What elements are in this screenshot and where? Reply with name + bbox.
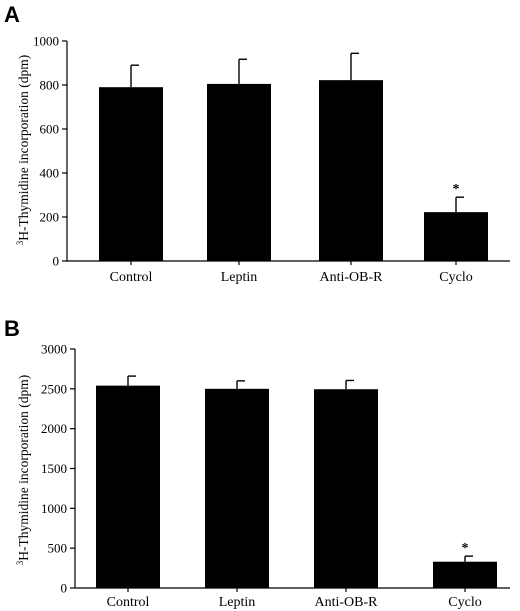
panel-a: A 3H-Thymidine incorporation (dpm) 0 200 4…	[4, 2, 510, 285]
panel-b-y-tick-label: 2500	[41, 381, 67, 396]
panel-b-significance-marker: *	[462, 541, 469, 556]
panel-b: B 3H-Thymidine incorporation (dpm) 0 500 1…	[4, 316, 510, 610]
panel-a-y-tick-label: 0	[53, 254, 60, 269]
panel-a-bar-cyclo	[424, 212, 488, 261]
panel-b-y-tick-label: 3000	[41, 342, 67, 357]
panel-b-y-tick-label: 2000	[41, 421, 67, 436]
panel-a-y-tick-label: 200	[40, 210, 60, 225]
panel-a-x-tick-label: Leptin	[221, 270, 258, 285]
panel-b-x-tick-label: Cyclo	[448, 595, 481, 610]
panel-a-x-tick-label: Anti-OB-R	[320, 270, 384, 285]
panel-b-x-tick-label: Anti-OB-R	[315, 595, 379, 610]
panel-a-y-axis-title: 3H-Thymidine incorporation (dpm)	[15, 55, 31, 245]
panel-b-x-tick-label: Control	[107, 595, 150, 610]
panel-b-y-axis-title: 3H-Thymidine incorporation (dpm)	[15, 375, 31, 565]
panel-b-bar-control	[96, 385, 160, 588]
panel-b-y-tick-label: 1500	[41, 461, 67, 476]
panel-a-bar-leptin	[207, 83, 271, 262]
panel-a-letter: A	[4, 2, 20, 27]
panel-a-significance-marker: *	[453, 182, 460, 197]
panel-a-x-tick-label: Cyclo	[439, 270, 472, 285]
panel-a-bar-control	[99, 87, 163, 261]
panel-a-y-tick-label: 1000	[33, 34, 59, 49]
panel-b-x-tick-label: Leptin	[219, 595, 256, 610]
panel-a-x-tick-label: Control	[110, 270, 153, 285]
panel-b-bar-leptin	[205, 388, 269, 588]
panel-a-y-tick-label: 600	[40, 122, 60, 137]
panel-b-bar-anti-ob-r	[314, 389, 378, 588]
panel-a-y-tick-label: 800	[40, 78, 60, 93]
panel-b-y-tick-label: 500	[48, 541, 68, 556]
panel-b-letter: B	[4, 316, 20, 341]
panel-a-bar-anti-ob-r	[319, 80, 383, 261]
panel-b-y-tick-label: 1000	[41, 501, 67, 516]
panel-b-y-tick-label: 0	[61, 581, 68, 596]
panel-b-bar-cyclo	[433, 561, 497, 588]
panel-a-y-tick-label: 400	[40, 166, 60, 181]
